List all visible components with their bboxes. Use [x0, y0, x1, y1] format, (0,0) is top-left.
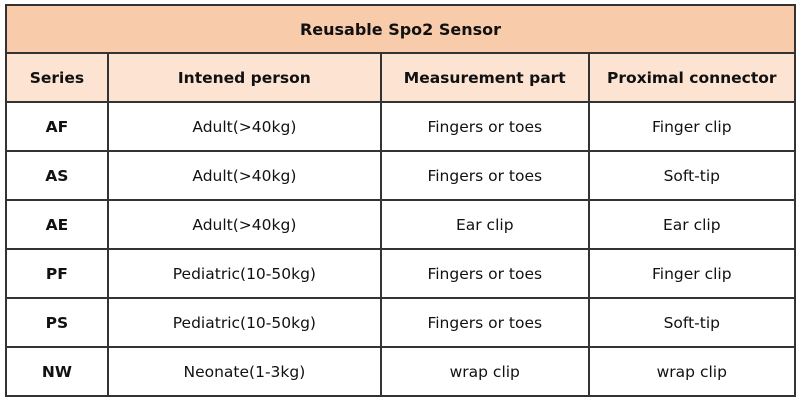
- cell-series: AF: [5, 101, 109, 152]
- table-row: AS Adult(>40kg) Fingers or toes Soft-tip: [5, 150, 797, 201]
- header-series: Series: [5, 52, 109, 103]
- header-row: Series Intened person Measurement part P…: [5, 52, 797, 103]
- cell-intended-person: Adult(>40kg): [106, 101, 382, 152]
- cell-proximal-connector: wrap clip: [587, 346, 797, 397]
- header-proximal-connector: Proximal connector: [587, 52, 797, 103]
- table-row: PF Pediatric(10-50kg) Fingers or toes Finge…: [5, 248, 797, 299]
- cell-intended-person: Adult(>40kg): [106, 150, 382, 201]
- table-row: AF Adult(>40kg) Fingers or toes Finger clip: [5, 101, 797, 152]
- cell-measurement-part: wrap clip: [379, 346, 590, 397]
- table-row: PS Pediatric(10-50kg) Fingers or toes Soft-…: [5, 297, 797, 348]
- cell-measurement-part: Fingers or toes: [379, 248, 590, 299]
- table-title: Reusable Spo2 Sensor: [5, 4, 796, 54]
- cell-proximal-connector: Soft-tip: [587, 297, 797, 348]
- cell-intended-person: Adult(>40kg): [106, 199, 382, 250]
- header-measurement-part: Measurement part: [379, 52, 590, 103]
- table-row: AE Adult(>40kg) Ear clip Ear clip: [5, 199, 797, 250]
- header-intended-person: Intened person: [106, 52, 382, 103]
- cell-measurement-part: Fingers or toes: [379, 101, 590, 152]
- cell-series: AE: [5, 199, 109, 250]
- title-row: Reusable Spo2 Sensor: [5, 4, 796, 54]
- cell-intended-person: Neonate(1-3kg): [106, 346, 382, 397]
- cell-measurement-part: Ear clip: [379, 199, 590, 250]
- table-row: NW Neonate(1-3kg) wrap clip wrap clip: [5, 346, 797, 397]
- sensor-table: Reusable Spo2 Sensor Series Intened pers…: [5, 4, 797, 397]
- cell-proximal-connector: Finger clip: [587, 101, 797, 152]
- cell-proximal-connector: Ear clip: [587, 199, 797, 250]
- cell-measurement-part: Fingers or toes: [379, 150, 590, 201]
- cell-intended-person: Pediatric(10-50kg): [106, 297, 382, 348]
- cell-series: PS: [5, 297, 109, 348]
- cell-series: NW: [5, 346, 109, 397]
- cell-measurement-part: Fingers or toes: [379, 297, 590, 348]
- cell-proximal-connector: Finger clip: [587, 248, 797, 299]
- cell-series: PF: [5, 248, 109, 299]
- cell-proximal-connector: Soft-tip: [587, 150, 797, 201]
- cell-series: AS: [5, 150, 109, 201]
- cell-intended-person: Pediatric(10-50kg): [106, 248, 382, 299]
